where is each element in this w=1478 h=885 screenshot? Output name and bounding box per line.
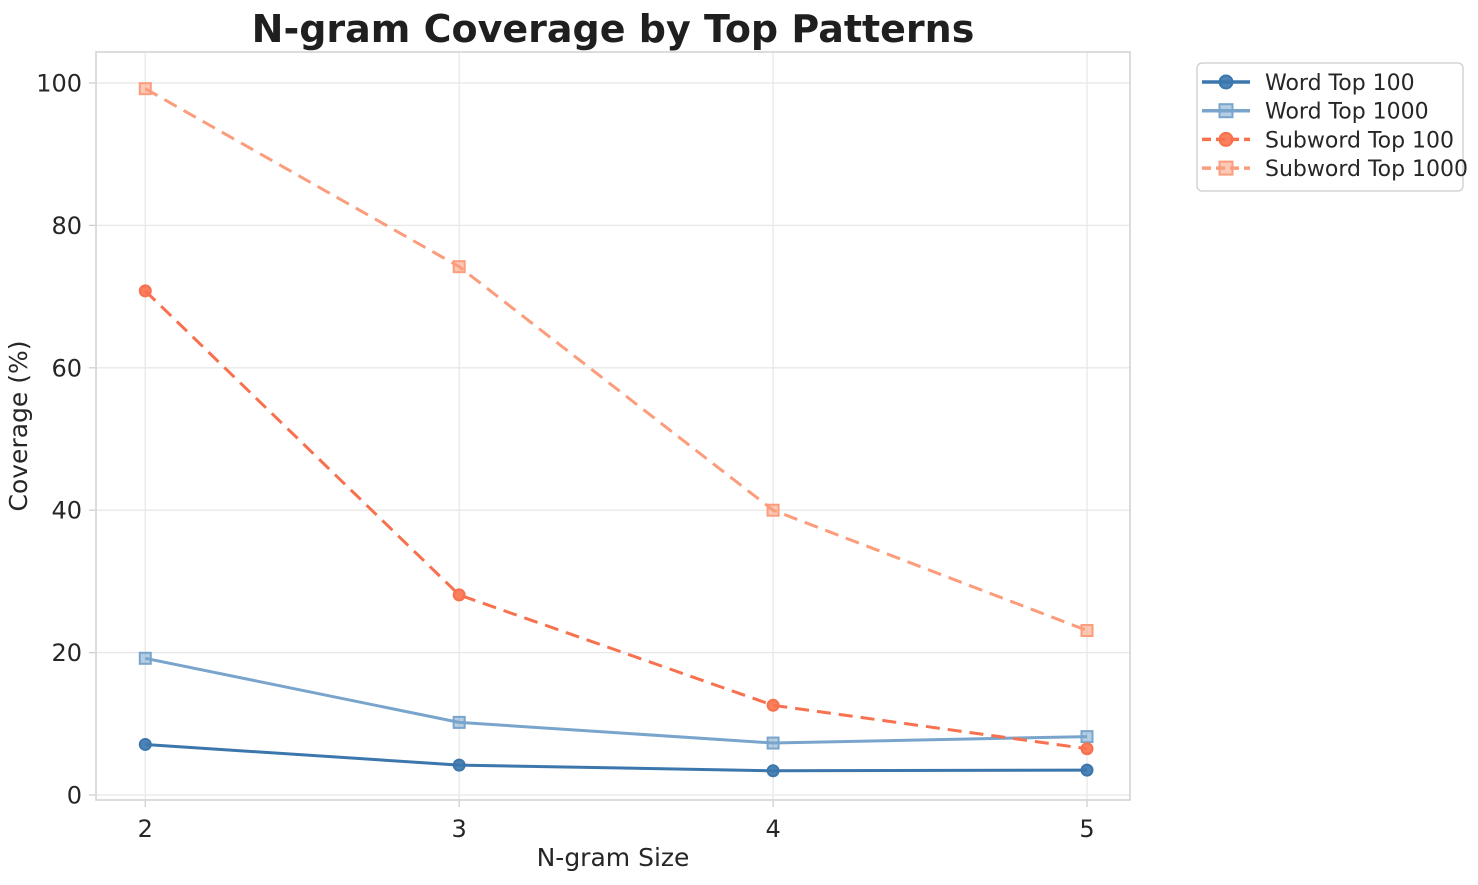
y-tick-label-100: 100: [36, 69, 82, 97]
series-line-subword-top-1000: [144, 87, 1088, 632]
series-subword-top-100: [138, 284, 1094, 756]
marker-subword-top-100-x3: [452, 588, 466, 602]
x-tick-label-3: 3: [452, 815, 467, 843]
marker-subword-top-100-x5: [1080, 742, 1094, 756]
marker-subword-top-1000-x4: [766, 503, 780, 517]
legend-item-word-top-100: Word Top 100: [1202, 71, 1415, 96]
marker-subword-top-100-x4: [766, 698, 780, 712]
y-axis-label: Coverage (%): [4, 341, 33, 512]
marker-subword-top-1000-x2: [138, 82, 152, 96]
y-tick-label-40: 40: [51, 497, 82, 525]
marker-word-top-100-x2: [138, 737, 152, 751]
marker-subword-top-1000-x5: [1080, 624, 1094, 638]
series-line-subword-top-100: [144, 289, 1088, 751]
marker-subword-top-1000-x3: [452, 260, 466, 274]
legend-box: [1196, 62, 1464, 192]
series-line-word-top-1000: [144, 656, 1088, 745]
marker-word-top-1000-x2: [138, 651, 152, 665]
legend-marker-word-top-100: [1218, 74, 1234, 90]
legend-layer: Word Top 100 Word Top 1000 Subword Top 100…: [1196, 62, 1468, 192]
x-tick-label-4: 4: [765, 815, 780, 843]
marker-word-top-100-x5: [1080, 763, 1094, 777]
x-tick-label-2: 2: [138, 815, 153, 843]
marker-word-top-1000-x5: [1080, 730, 1094, 744]
axes-layer: 0 20 40 60 80 100 2 3 4 5: [36, 51, 1131, 843]
marker-subword-top-100-x2: [138, 284, 152, 298]
y-tick-label-60: 60: [51, 354, 82, 382]
y-tick-label-80: 80: [51, 212, 82, 240]
y-tick-label-0: 0: [67, 782, 82, 810]
legend-item-subword-top-100: Subword Top 100: [1202, 128, 1454, 153]
legend-marker-word-top-1000: [1218, 103, 1234, 119]
legend-label-word-top-1000: Word Top 1000: [1265, 100, 1429, 125]
series-subword-top-1000: [138, 82, 1094, 638]
legend-label-subword-top-1000: Subword Top 1000: [1265, 157, 1468, 182]
grid-layer: [96, 52, 1130, 800]
series-line-word-top-100: [145, 743, 1088, 773]
marker-word-top-1000-x3: [452, 715, 466, 729]
x-tick-label-5: 5: [1079, 815, 1094, 843]
chart-title: N-gram Coverage by Top Patterns: [252, 7, 975, 51]
y-tick-label-20: 20: [51, 639, 82, 667]
marker-word-top-1000-x4: [766, 736, 780, 750]
series-layer: [138, 82, 1094, 778]
legend-label-subword-top-100: Subword Top 100: [1265, 128, 1454, 153]
legend-marker-subword-top-100: [1218, 131, 1234, 147]
marker-word-top-100-x3: [452, 758, 466, 772]
legend-label-word-top-100: Word Top 100: [1265, 71, 1415, 96]
x-axis-label: N-gram Size: [537, 843, 690, 872]
legend-item-word-top-1000: Word Top 1000: [1202, 100, 1429, 125]
legend-marker-subword-top-1000: [1218, 160, 1234, 176]
series-word-top-100: [138, 737, 1094, 778]
series-word-top-1000: [138, 651, 1094, 750]
plot-border: [95, 51, 1131, 801]
marker-word-top-100-x4: [766, 764, 780, 778]
legend-item-subword-top-1000: Subword Top 1000: [1202, 157, 1468, 182]
